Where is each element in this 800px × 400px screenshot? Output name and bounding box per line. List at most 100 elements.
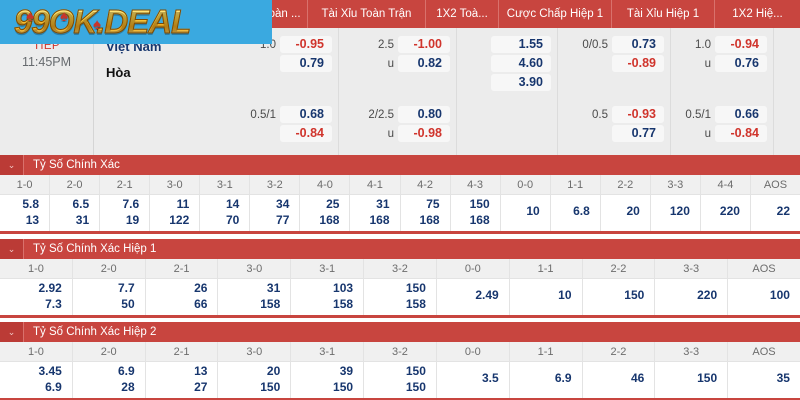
score-odds-button[interactable]: 13 <box>194 364 208 378</box>
score-odds-button[interactable]: 7.7 <box>117 281 135 295</box>
odds-value-button[interactable]: 0.73 <box>612 36 664 53</box>
section-header[interactable]: ⌄ Tỷ Số Chính Xác Hiệp 1 <box>0 239 800 259</box>
score-odds-button[interactable]: 150 <box>405 364 426 378</box>
score-odds-button[interactable]: 31 <box>75 213 90 227</box>
score-odds-button[interactable]: 5.8 <box>22 197 40 211</box>
score-odds-button[interactable]: 35 <box>776 371 790 385</box>
odds-value-button[interactable]: -0.84 <box>715 125 767 142</box>
score-odds-button[interactable]: 6.9 <box>554 371 572 385</box>
score-odds-button[interactable]: 150 <box>697 371 718 385</box>
odds-value-button[interactable]: 0.76 <box>715 55 767 72</box>
market-header-cell[interactable]: Tài Xỉu Toàn Trận <box>307 0 425 28</box>
score-odds-button[interactable]: 7.6 <box>122 197 140 211</box>
score-column-header: 2-2 <box>600 175 650 195</box>
score-odds-button[interactable]: 168 <box>419 213 440 227</box>
score-odds-button[interactable]: 10 <box>558 288 572 302</box>
score-odds-button[interactable]: 103 <box>333 281 354 295</box>
odds-value-button[interactable]: -1.00 <box>398 36 450 53</box>
chevron-down-icon[interactable]: ⌄ <box>0 155 24 175</box>
score-odds-button[interactable]: 7.3 <box>45 297 62 311</box>
score-odds-button[interactable]: 100 <box>769 288 790 302</box>
score-odds-button[interactable]: 31 <box>376 197 390 211</box>
odds-value-button[interactable]: -0.94 <box>715 36 767 53</box>
score-odds-button[interactable]: 31 <box>266 281 281 295</box>
score-odds-button[interactable]: 150 <box>405 380 426 394</box>
score-odds-button[interactable]: 168 <box>469 213 490 227</box>
odds-value-button[interactable]: -0.95 <box>280 36 332 53</box>
score-odds-button[interactable]: 150 <box>624 288 645 302</box>
score-odds-button[interactable]: 66 <box>194 297 208 311</box>
section-header[interactable]: ⌄ Tỷ Số Chính Xác <box>0 155 800 175</box>
odds-value-button[interactable]: 0.68 <box>280 106 332 123</box>
score-odds-button[interactable]: 6.5 <box>72 197 90 211</box>
score-odds-button[interactable]: 2.92 <box>38 281 62 295</box>
section-divider <box>0 231 800 234</box>
score-column: 3-1 103 158 <box>291 259 365 315</box>
odds-value-button[interactable]: -0.84 <box>280 125 332 142</box>
score-odds-button[interactable]: 13 <box>25 213 40 227</box>
score-odds-button[interactable]: 39 <box>339 364 354 378</box>
score-odds-button[interactable]: 25 <box>326 197 340 211</box>
score-odds-button[interactable]: 158 <box>333 297 354 311</box>
score-odds-button[interactable]: 20 <box>266 364 281 378</box>
odds-value-button[interactable]: 0.82 <box>398 55 450 72</box>
odds-value-button[interactable]: -0.93 <box>612 106 664 123</box>
odds-value-button[interactable]: 0.80 <box>398 106 450 123</box>
score-values: 75 168 <box>401 195 450 231</box>
score-odds-button[interactable]: 150 <box>333 380 354 394</box>
score-odds-button[interactable]: 3.5 <box>482 371 499 385</box>
score-odds-button[interactable]: 14 <box>225 197 240 211</box>
market-header-cell[interactable]: 1X2 Hiệ... <box>714 0 800 28</box>
score-odds-button[interactable]: 220 <box>719 204 740 218</box>
market-header-cell[interactable]: Tài Xỉu Hiệp 1 <box>611 0 714 28</box>
score-odds-button[interactable]: 20 <box>626 204 640 218</box>
chevron-down-icon[interactable]: ⌄ <box>0 322 24 342</box>
score-odds-button[interactable]: 50 <box>121 297 135 311</box>
site-logo-banner[interactable]: 99OK.DEAL ♠ ♠ ♠ <box>0 0 272 44</box>
section-header[interactable]: ⌄ Tỷ Số Chính Xác Hiệp 2 <box>0 322 800 342</box>
score-odds-button[interactable]: 168 <box>319 213 340 227</box>
odds-value-button[interactable]: -0.89 <box>612 55 664 72</box>
score-odds-button[interactable]: 3.45 <box>38 364 62 378</box>
score-column: 4-1 31 168 <box>350 175 401 231</box>
odds-value-button[interactable]: 0.77 <box>612 125 664 142</box>
score-odds-button[interactable]: 150 <box>469 197 490 211</box>
odds-value-button[interactable]: -0.98 <box>398 125 450 142</box>
score-odds-button[interactable]: 77 <box>276 213 290 227</box>
score-odds-button[interactable]: 168 <box>369 213 390 227</box>
score-odds-button[interactable]: 6.9 <box>117 364 135 378</box>
score-values: 150 <box>583 279 655 313</box>
score-odds-button[interactable]: 46 <box>630 371 645 385</box>
odds-value-button[interactable]: 1.55 <box>491 36 551 53</box>
score-odds-button[interactable]: 6.8 <box>573 204 590 218</box>
score-odds-button[interactable]: 22 <box>776 204 790 218</box>
market-header-cell[interactable]: Cược Chấp Hiệp 1 <box>498 0 611 28</box>
score-odds-button[interactable]: 2.49 <box>475 288 499 302</box>
score-odds-button[interactable]: 220 <box>697 288 718 302</box>
score-odds-button[interactable]: 10 <box>526 204 540 218</box>
market-column-onextwo-full: 1.55 4.60 3.90 <box>456 28 557 155</box>
odds-value-button[interactable]: 3.90 <box>491 74 551 91</box>
match-teams[interactable]: Việt Nam Hòa <box>93 28 246 155</box>
score-odds-button[interactable]: 19 <box>125 213 140 227</box>
score-odds-button[interactable]: 28 <box>121 380 135 394</box>
score-odds-button[interactable]: 27 <box>194 380 208 394</box>
score-odds-button[interactable]: 6.9 <box>45 380 62 394</box>
odds-value-button[interactable]: 0.79 <box>280 55 332 72</box>
odds-value-button[interactable]: 0.66 <box>715 106 767 123</box>
score-column: 3-2 34 77 <box>250 175 301 231</box>
score-odds-button[interactable]: 26 <box>194 281 208 295</box>
score-odds-button[interactable]: 150 <box>405 281 426 295</box>
score-odds-button[interactable]: 120 <box>669 204 690 218</box>
score-odds-button[interactable]: 11 <box>176 197 190 211</box>
chevron-down-icon[interactable]: ⌄ <box>0 239 24 259</box>
score-odds-button[interactable]: 70 <box>225 213 240 227</box>
odds-value-button[interactable]: 4.60 <box>491 55 551 72</box>
market-header-cell[interactable]: 1X2 Toà... <box>425 0 498 28</box>
score-odds-button[interactable]: 75 <box>426 197 440 211</box>
score-odds-button[interactable]: 122 <box>169 213 190 227</box>
score-odds-button[interactable]: 158 <box>405 297 426 311</box>
score-odds-button[interactable]: 158 <box>260 297 281 311</box>
score-odds-button[interactable]: 150 <box>260 380 281 394</box>
score-odds-button[interactable]: 34 <box>276 197 290 211</box>
